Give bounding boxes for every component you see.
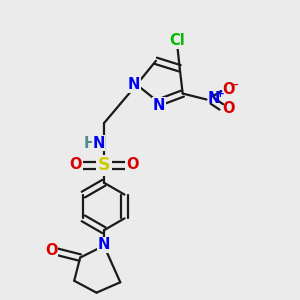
Text: O: O	[126, 157, 138, 172]
Text: N: N	[208, 92, 220, 106]
Text: O: O	[222, 82, 234, 98]
Text: N: N	[153, 98, 165, 113]
Text: −: −	[230, 80, 240, 90]
Text: O: O	[69, 157, 82, 172]
Text: O: O	[222, 101, 234, 116]
Text: N: N	[128, 77, 140, 92]
Text: +: +	[216, 89, 225, 99]
Text: N: N	[98, 237, 110, 252]
Text: S: S	[98, 157, 110, 175]
Text: Cl: Cl	[169, 33, 184, 48]
Text: H: H	[83, 136, 96, 151]
Text: O: O	[45, 243, 58, 258]
Text: N: N	[92, 136, 105, 151]
